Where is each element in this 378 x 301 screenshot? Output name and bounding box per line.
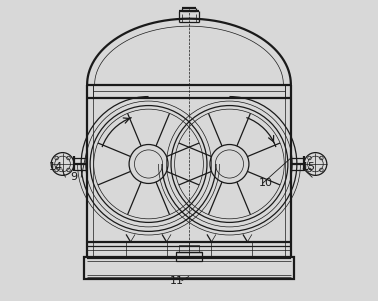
Text: 15: 15 xyxy=(302,162,316,172)
Text: 9: 9 xyxy=(70,172,77,182)
Text: 14: 14 xyxy=(49,162,63,172)
Text: 10: 10 xyxy=(259,178,273,188)
Bar xyxy=(178,245,200,252)
Bar xyxy=(175,252,203,261)
Bar xyxy=(84,257,294,279)
Text: 11: 11 xyxy=(170,276,184,286)
